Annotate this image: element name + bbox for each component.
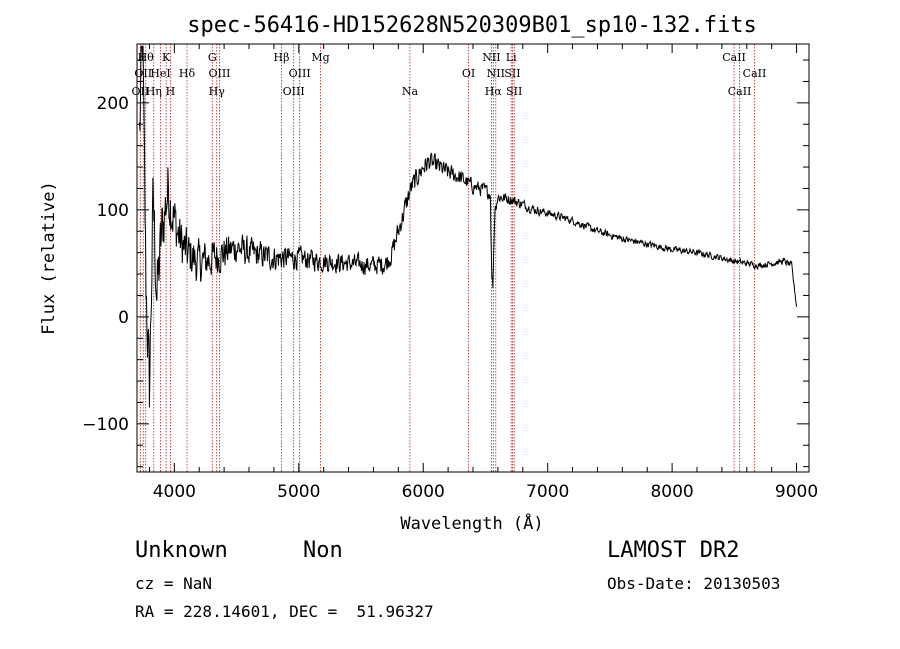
line-marker-label: SII xyxy=(504,67,520,80)
line-marker-label: Mg xyxy=(311,51,329,64)
spectrum-line xyxy=(139,45,798,408)
line-marker-label: NII xyxy=(487,67,505,80)
x-axis-label: Wavelength (Å) xyxy=(400,512,543,534)
survey-name: LAMOST DR2 xyxy=(607,538,740,563)
line-marker-label: SII xyxy=(506,85,522,98)
chart-title: spec-56416-HD152628N520309B01_sp10-132.f… xyxy=(187,13,757,38)
x-tick-label: 6000 xyxy=(402,482,445,502)
line-marker-label: CaII xyxy=(722,51,746,64)
y-axis-label: Flux (relative) xyxy=(39,181,59,335)
line-marker-label: Hδ xyxy=(179,67,196,80)
x-tick-label: 8000 xyxy=(650,482,693,502)
line-marker-label: HeI xyxy=(150,67,170,80)
line-marker-label: K xyxy=(162,51,171,64)
x-tick-label: 9000 xyxy=(775,482,818,502)
y-tick-label: 100 xyxy=(97,201,129,221)
y-tick-label: 200 xyxy=(97,94,129,114)
object-class: Unknown xyxy=(135,538,228,563)
line-marker-label: NII xyxy=(482,51,500,64)
line-marker-label: OI xyxy=(462,67,475,80)
line-marker-label: H xyxy=(166,85,176,98)
object-subclass: Non xyxy=(303,538,343,563)
y-tick-label: −100 xyxy=(82,415,129,435)
y-axis-ticks: −100 0 100 200 xyxy=(82,59,809,468)
line-marker-labels: OIIOIIHθHηHeIKHHδGHγOIIIHβOIIIOIIIMgNaOI… xyxy=(132,51,767,98)
line-marker-label: G xyxy=(208,51,217,64)
x-tick-label: 7000 xyxy=(526,482,569,502)
line-marker-label: Hβ xyxy=(274,51,290,64)
line-marker-label: CaII xyxy=(728,85,752,98)
line-marker-label: OIII xyxy=(289,67,311,80)
plot-frame xyxy=(136,43,810,473)
observation-date: Obs-Date: 20130503 xyxy=(607,574,781,593)
y-tick-label: 0 xyxy=(118,308,129,328)
line-marker-label: Hθ xyxy=(138,51,155,64)
coordinates-readout: RA = 228.14601, DEC = 51.96327 xyxy=(135,602,434,621)
line-marker-label: Hη xyxy=(146,85,162,98)
line-marker-lines xyxy=(139,44,755,472)
line-marker-label: Li xyxy=(506,51,517,64)
line-marker-label: Hα xyxy=(485,85,503,98)
x-tick-label: 5000 xyxy=(277,482,320,502)
line-marker-label: OIII xyxy=(208,67,230,80)
line-marker-label: Hγ xyxy=(209,85,226,98)
x-tick-label: 4000 xyxy=(153,482,196,502)
line-marker-label: Na xyxy=(402,85,419,98)
redshift-readout: cz = NaN xyxy=(135,574,213,593)
line-marker-label: OIII xyxy=(283,85,305,98)
x-axis-ticks: 4000 5000 6000 7000 8000 9000 xyxy=(148,44,818,502)
line-marker-label: CaII xyxy=(743,67,767,80)
